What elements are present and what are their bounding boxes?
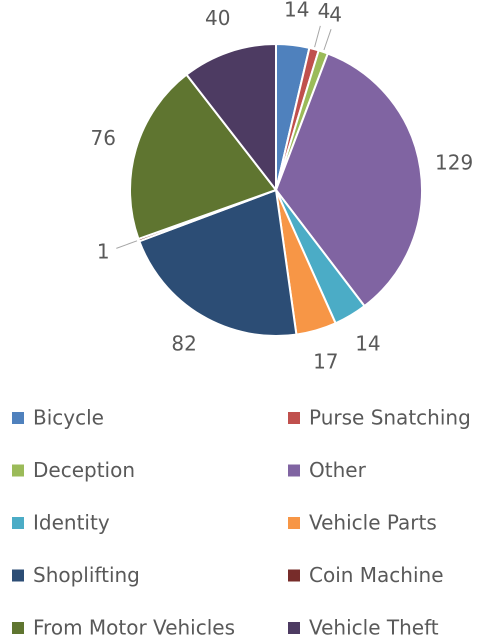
pie-slice (129, 73, 278, 241)
legend-label: From Motor Vehicles (33, 616, 235, 640)
legend-label: Purse Snatching (309, 406, 471, 430)
legend-label: Identity (33, 511, 110, 535)
legend-swatch (12, 517, 24, 529)
legend-swatch (12, 622, 24, 634)
legend-label: Deception (33, 458, 135, 482)
data-label: 40 (205, 6, 230, 30)
data-label: 82 (171, 331, 196, 355)
data-label: 1 (97, 240, 110, 264)
leader-line (116, 240, 138, 249)
legend-swatch (288, 517, 300, 529)
data-label: 129 (435, 151, 473, 175)
pie-slice (274, 52, 423, 308)
legend-swatch (12, 412, 24, 424)
legend-swatch (288, 622, 300, 634)
legend-label: Other (309, 458, 367, 482)
data-label: 17 (313, 349, 338, 373)
legend-swatch (288, 569, 300, 582)
legend-label: Vehicle Parts (309, 511, 437, 535)
data-label: 14 (284, 0, 309, 22)
legend-label: Bicycle (33, 406, 104, 430)
data-label: 4 (318, 0, 331, 23)
leader-line (314, 25, 321, 48)
data-label: 14 (355, 331, 380, 355)
legend-swatch (288, 464, 300, 477)
data-label: 4 (329, 2, 342, 26)
legend-label: Shoplifting (33, 563, 140, 587)
legend-label: Coin Machine (309, 563, 444, 587)
legend-label: Vehicle Theft (309, 616, 439, 640)
data-label: 76 (91, 126, 116, 150)
legend-swatch (12, 569, 24, 582)
legend-swatch (288, 412, 300, 424)
legend-swatch (12, 464, 24, 477)
pie-slice (185, 42, 277, 193)
pie-slice (138, 188, 298, 337)
leader-line (323, 29, 332, 51)
